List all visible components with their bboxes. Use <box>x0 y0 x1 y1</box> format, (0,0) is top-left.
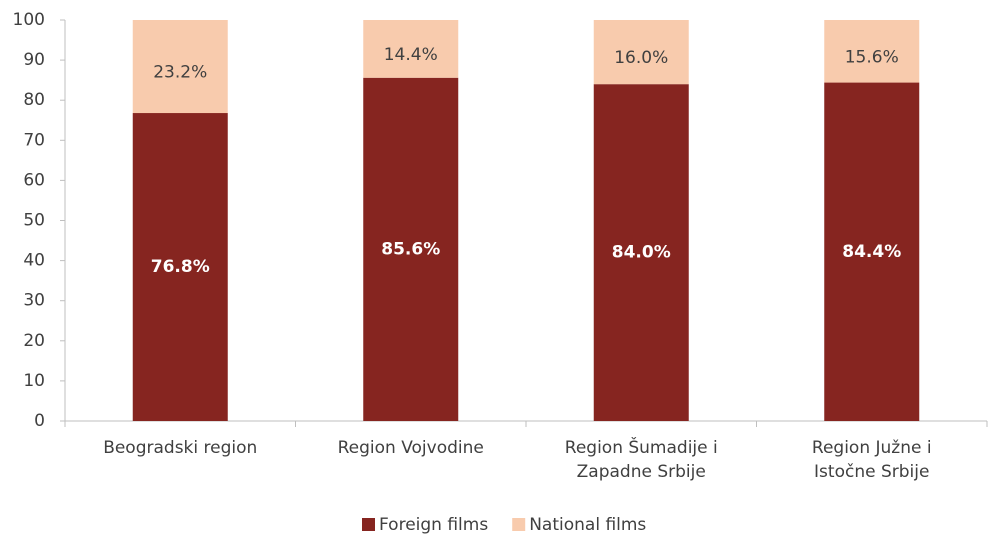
legend-swatch <box>362 518 375 531</box>
x-tick-label: Beogradski region <box>103 438 257 458</box>
y-tick-label: 50 <box>23 211 45 231</box>
data-label: 16.0% <box>614 48 668 68</box>
y-tick-label: 0 <box>34 411 45 431</box>
x-tick-label: Region Južne i Istočne Srbije <box>812 438 932 482</box>
y-tick-label: 70 <box>23 130 45 150</box>
bar-segment <box>363 77 459 421</box>
y-tick-label: 80 <box>23 90 45 110</box>
bar-segment <box>824 82 920 421</box>
y-tick-label: 10 <box>23 371 45 391</box>
data-label: 14.4% <box>384 45 438 65</box>
data-label: 23.2% <box>153 63 207 83</box>
y-tick-label: 90 <box>23 50 45 70</box>
bar-segment <box>132 113 228 422</box>
bar-segment <box>363 20 459 78</box>
y-tick-label: 40 <box>23 251 45 271</box>
legend-label: Foreign films <box>379 515 488 535</box>
data-label: 15.6% <box>845 47 899 67</box>
y-tick-label: 20 <box>23 331 45 351</box>
data-label: 76.8% <box>151 257 210 277</box>
data-label: 84.0% <box>612 243 671 263</box>
bar-segment <box>593 84 689 421</box>
x-tick-label: Region Vojvodine <box>338 438 484 458</box>
bar-segment <box>132 20 228 114</box>
legend-swatch <box>512 518 526 531</box>
legend-label: National films <box>529 515 646 535</box>
y-tick-label: 30 <box>23 291 45 311</box>
bar-segment <box>824 20 920 83</box>
x-tick-label: Region Šumadije i Zapadne Srbije <box>565 436 718 482</box>
bar-segment <box>593 20 689 85</box>
y-tick-label: 100 <box>13 10 45 30</box>
data-label: 85.6% <box>381 239 440 259</box>
data-label: 84.4% <box>842 242 901 262</box>
y-tick-label: 60 <box>23 170 45 190</box>
